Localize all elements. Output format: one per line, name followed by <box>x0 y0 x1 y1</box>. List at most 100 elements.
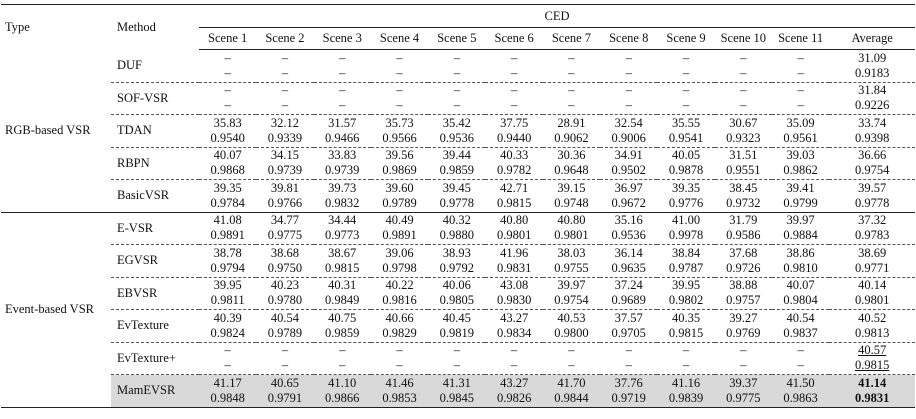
ssim-value: 0.9672 <box>611 195 646 210</box>
value-cell: 40.49 0.9891 <box>370 212 429 245</box>
psnr-value: 39.95 <box>671 278 701 293</box>
ssim-value: 0.9832 <box>325 195 360 210</box>
ssim-value: – <box>740 65 747 80</box>
value-cell: 39.37 0.9775 <box>714 374 772 408</box>
ssim-value: – <box>281 65 289 80</box>
psnr-value: – <box>682 50 690 65</box>
ssim-value: – <box>625 98 632 113</box>
ssim-value: 0.9006 <box>611 130 646 145</box>
ssim-value: 0.9769 <box>726 325 761 340</box>
ssim-value: 0.9837 <box>783 325 818 340</box>
psnr-value: 41.31 <box>442 375 471 390</box>
ssim-value: 0.9831 <box>496 260 532 275</box>
value-cell: 39.35 0.9784 <box>199 179 257 213</box>
psnr-value: 40.80 <box>557 213 586 228</box>
value-cell: – – <box>542 82 601 115</box>
psnr-value: 41.96 <box>500 245 529 260</box>
value-cell: 38.67 0.9815 <box>313 244 371 278</box>
value-cell: 37.57 0.9705 <box>600 309 658 343</box>
psnr-value: 34.44 <box>328 213 357 228</box>
psnr-value: – <box>511 343 518 358</box>
value-cell: 34.44 0.9773 <box>313 212 371 245</box>
ssim-value: – <box>568 65 575 80</box>
value-cell: – – <box>714 49 772 83</box>
psnr-value: 38.86 <box>786 245 815 260</box>
psnr-value: 39.35 <box>671 180 701 195</box>
value-cell: 39.06 0.9798 <box>370 244 429 278</box>
psnr-value: 33.83 <box>328 148 357 163</box>
psnr-value: 33.74 <box>858 115 887 130</box>
ssim-value: 0.9757 <box>726 293 761 308</box>
ssim-value: 0.9891 <box>382 228 417 243</box>
psnr-value: 40.06 <box>442 278 471 293</box>
ssim-value: 0.9800 <box>554 325 589 340</box>
psnr-value: 40.05 <box>671 148 701 163</box>
ssim-value: 0.9824 <box>210 325 245 340</box>
psnr-value: 34.91 <box>614 148 643 163</box>
value-cell: 39.41 0.9799 <box>771 179 830 213</box>
value-cell: – – <box>370 49 429 83</box>
ssim-value: 0.9844 <box>554 390 589 405</box>
ssim-value: 0.9062 <box>554 130 589 145</box>
ssim-value: – <box>224 98 231 113</box>
psnr-value: 39.44 <box>442 148 471 163</box>
column-header: Scene 1 <box>199 27 257 50</box>
method-cell: EvTexture <box>111 309 199 343</box>
value-cell: 43.08 0.9830 <box>485 277 543 310</box>
value-cell: 36.14 0.9635 <box>600 244 658 278</box>
results-table: Type Method CED Scene 1 Scene 2 Scene 3 Sce… <box>1 4 916 408</box>
method-cell: MamEVSR <box>111 374 199 408</box>
psnr-value: – <box>453 83 460 98</box>
ssim-value: 0.9831 <box>854 390 890 405</box>
table-body: RGB-based VSR DUF – – – – – – – – – – – – – – – – – – – – – –31… <box>1 49 916 408</box>
ssim-value: 0.9816 <box>382 293 417 308</box>
value-cell: 39.73 0.9832 <box>313 179 371 213</box>
ssim-value: 0.9810 <box>783 260 818 275</box>
psnr-value: 40.75 <box>328 310 357 325</box>
psnr-value: – <box>568 343 575 358</box>
psnr-value: 40.14 <box>858 278 887 293</box>
ssim-value: 0.9978 <box>668 228 704 243</box>
psnr-value: 39.35 <box>213 180 242 195</box>
ssim-value: 0.9799 <box>783 195 818 210</box>
type-cell: RGB-based VSR <box>1 49 111 213</box>
value-cell: – – <box>771 342 830 375</box>
ssim-value: 0.9755 <box>554 260 589 275</box>
value-cell: – – <box>313 82 371 115</box>
value-cell: 31.79 0.9586 <box>714 212 772 245</box>
value-cell: 39.03 0.9862 <box>771 147 830 180</box>
psnr-value: – <box>568 83 575 98</box>
psnr-value: – <box>224 343 231 358</box>
psnr-value: 43.08 <box>500 278 529 293</box>
value-cell: 39.95 0.9802 <box>657 277 715 310</box>
ssim-value: 0.9776 <box>668 195 704 210</box>
value-cell: 32.12 0.9339 <box>256 114 314 148</box>
value-cell: 30.67 0.9323 <box>714 114 772 148</box>
value-cell: 31.51 0.9551 <box>714 147 772 180</box>
value-cell: 40.39 0.9824 <box>199 309 257 343</box>
value-cell: – – <box>256 82 314 115</box>
psnr-value: – <box>625 50 632 65</box>
value-cell: 34.77 0.9775 <box>256 212 314 245</box>
column-header: Scene 8 <box>600 27 658 50</box>
psnr-value: 38.88 <box>729 278 758 293</box>
ssim-value: 0.9826 <box>496 390 532 405</box>
ssim-value: 0.9466 <box>325 130 360 145</box>
ssim-value: 0.9862 <box>783 163 818 178</box>
method-cell: EvTexture+ <box>111 342 199 375</box>
psnr-value: 30.67 <box>729 115 758 130</box>
ssim-value: 0.9226 <box>854 98 890 113</box>
value-cell: 40.53 0.9800 <box>542 309 601 343</box>
value-cell: – – <box>370 342 429 375</box>
psnr-value: – <box>797 50 804 65</box>
psnr-value: – <box>396 83 403 98</box>
value-cell: – – <box>256 49 314 83</box>
value-cell: 41.10 0.9866 <box>313 374 371 408</box>
ssim-value: 0.9839 <box>668 390 704 405</box>
value-cell: 40.33 0.9782 <box>485 147 543 180</box>
value-cell: 31.57 0.9466 <box>313 114 371 148</box>
ssim-value: – <box>797 358 804 373</box>
ssim-value: 0.9705 <box>611 325 646 340</box>
psnr-value: 41.10 <box>328 375 357 390</box>
psnr-value: 40.49 <box>385 213 414 228</box>
